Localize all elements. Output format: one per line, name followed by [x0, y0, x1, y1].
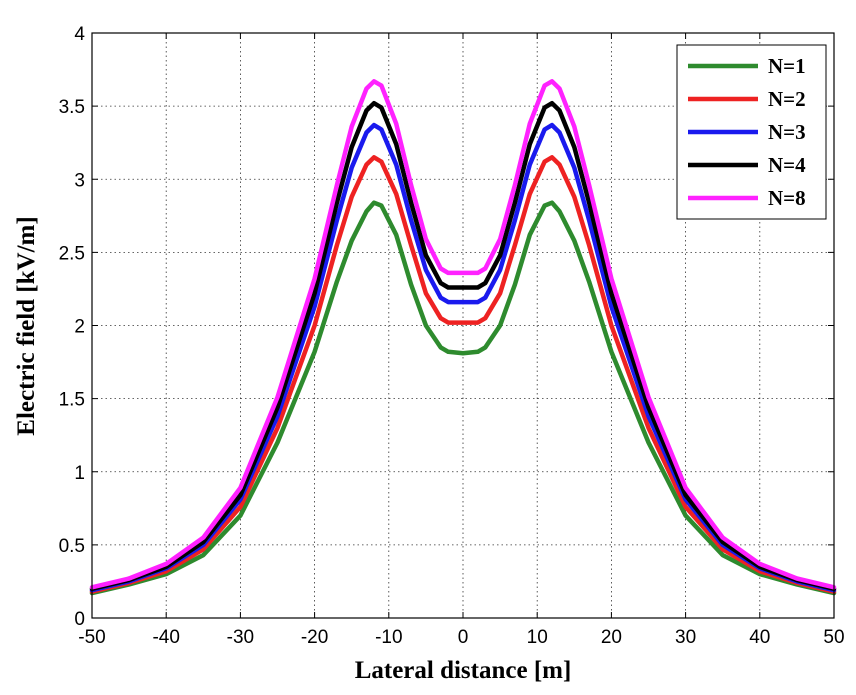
x-tick-label: 20 [601, 627, 622, 648]
legend-entry-label: N=4 [768, 153, 806, 177]
x-tick-label: -40 [152, 627, 179, 648]
axis-ticks: -50 -40 -30 -20 -10 0 10 20 30 40 50 0 0.5 1 1.5 2 2.5 3 3… [59, 24, 845, 648]
x-tick-label: 0 [458, 627, 469, 648]
y-tick-label: 2.5 [59, 243, 85, 264]
series-line-n-1 [89, 200, 837, 596]
y-axis-label: Electric field [kV/m] [13, 216, 40, 435]
x-tick-label: -30 [227, 627, 254, 648]
y-tick-label: 1.5 [59, 390, 85, 411]
legend-entry-label: N=2 [768, 87, 806, 111]
y-tick-label: 0.5 [59, 536, 85, 557]
y-tick-label: 3 [74, 170, 85, 191]
y-tick-label: 3.5 [59, 97, 85, 118]
x-axis-label: Lateral distance [m] [355, 657, 572, 684]
x-tick-label: 10 [527, 627, 548, 648]
y-tick-label: 1 [74, 463, 85, 484]
y-tick-label: 4 [74, 24, 85, 45]
legend: N=1 N=2 N=3 N=4 N=8 [676, 44, 827, 220]
series-lines [89, 79, 837, 596]
x-tick-label: 50 [823, 627, 844, 648]
series-line-n-2 [89, 155, 837, 594]
legend-entry-label: N=1 [768, 54, 806, 78]
series-line-n-8 [89, 79, 837, 590]
x-tick-label: 30 [675, 627, 696, 648]
x-tick-label: -20 [301, 627, 328, 648]
y-tick-label: 0 [74, 609, 85, 630]
x-tick-label: 40 [749, 627, 770, 648]
series-line-n-3 [89, 122, 837, 593]
legend-entry-label: N=8 [768, 186, 806, 210]
series-line-n-4 [89, 100, 837, 592]
x-tick-label: -50 [78, 627, 105, 648]
y-tick-label: 2 [74, 317, 85, 338]
x-tick-label: -10 [375, 627, 402, 648]
legend-entry-label: N=3 [768, 120, 806, 144]
